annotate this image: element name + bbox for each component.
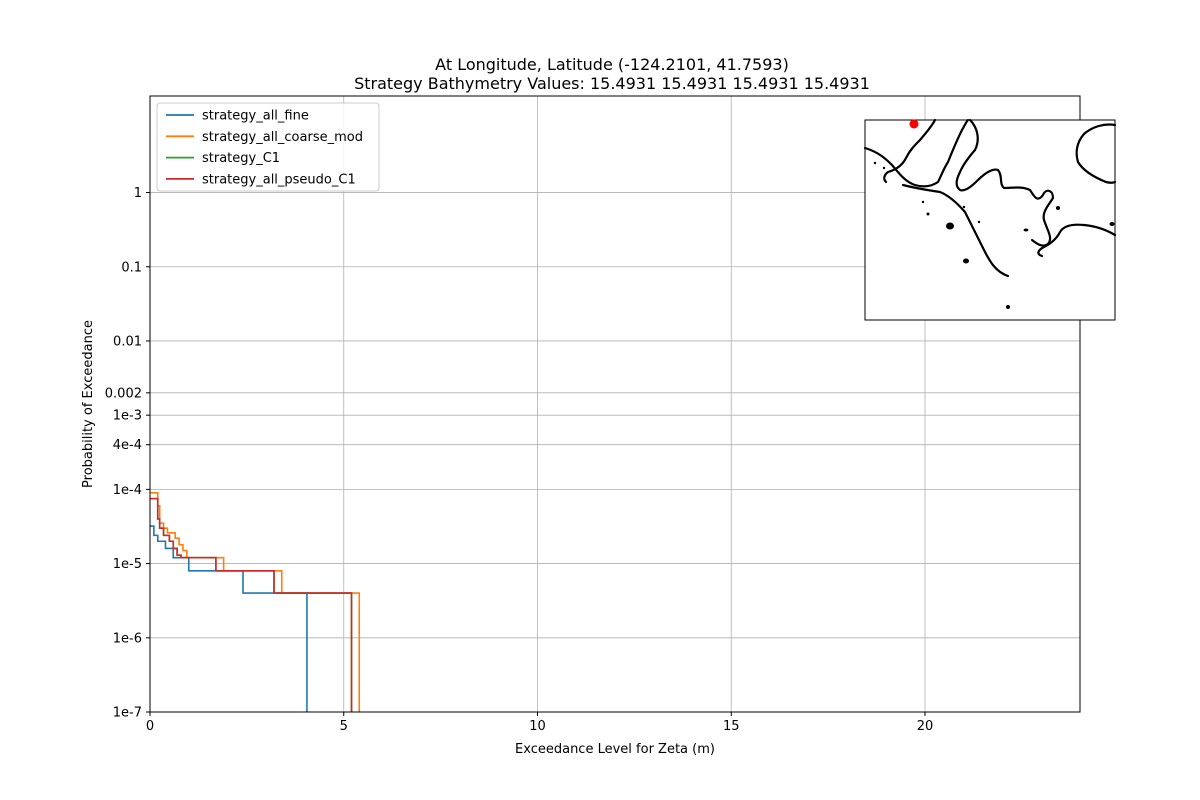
map-islands <box>873 161 1115 309</box>
x-tick-label: 20 <box>917 719 934 734</box>
legend: strategy_all_fine strategy_all_coarse_mod… <box>156 102 380 192</box>
legend-label: strategy_all_coarse_mod <box>202 130 363 145</box>
y-tick-label: 1e-7 <box>113 706 142 721</box>
coastline <box>863 118 1117 278</box>
x-tick-label: 10 <box>529 719 546 734</box>
legend-label: strategy_all_pseudo_C1 <box>202 172 356 187</box>
legend-label: strategy_all_fine <box>202 109 309 124</box>
chart-subtitle: Strategy Bathymetry Values: 15.4931 15.4… <box>354 74 870 93</box>
chart-title: At Longitude, Latitude (-124.2101, 41.75… <box>435 55 789 74</box>
series-line-strategy_all_pseudo_C1 <box>150 497 353 712</box>
y-tick-label: 1e-6 <box>113 631 142 646</box>
legend-frame <box>156 102 380 192</box>
grid <box>149 96 1080 713</box>
series-group <box>150 491 361 712</box>
x-axis: 0 5 10 15 20 <box>146 712 933 734</box>
y-tick-label: 1 <box>134 186 142 201</box>
y-tick-label: 0.01 <box>113 334 142 349</box>
legend-label: strategy_C1 <box>202 151 280 166</box>
x-tick-label: 0 <box>146 719 154 734</box>
x-axis-label: Exceedance Level for Zeta (m) <box>515 742 715 757</box>
x-tick-label: 15 <box>723 719 740 734</box>
y-tick-label: 1e-3 <box>113 409 142 424</box>
inset-map-frame <box>864 119 1116 321</box>
x-tick-label: 5 <box>340 719 348 734</box>
y-axis: 1e-7 1e-6 1e-5 1e-4 4e-4 1e-3 0.002 0.01 0.1 1 <box>105 186 150 721</box>
y-tick-label: 4e-4 <box>113 438 142 453</box>
inset-map <box>863 118 1117 321</box>
location-marker <box>909 119 919 129</box>
y-tick-label: 1e-4 <box>113 483 142 498</box>
y-tick-label: 0.1 <box>121 260 142 275</box>
y-axis-label: Probability of Exceedance <box>81 320 96 488</box>
y-tick-label: 0.002 <box>105 386 142 401</box>
y-tick-label: 1e-5 <box>113 557 142 572</box>
plot-frame <box>149 95 1081 713</box>
